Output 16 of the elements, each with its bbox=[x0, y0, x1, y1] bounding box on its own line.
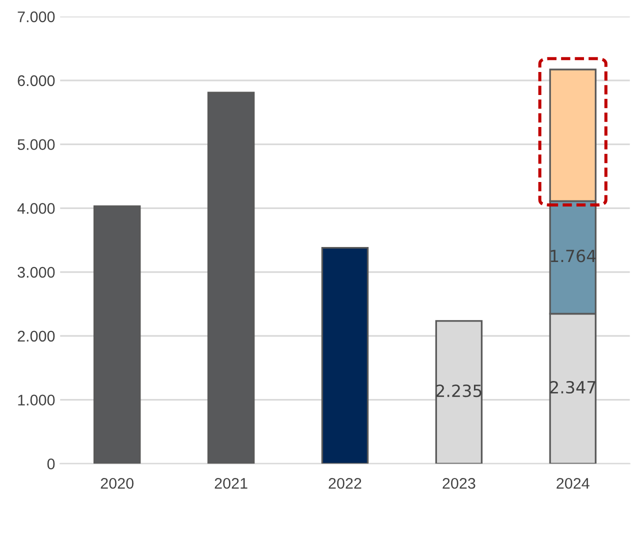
y-tick-label: 7.000 bbox=[18, 11, 55, 22]
x-tick-label: 2020 bbox=[100, 478, 134, 489]
y-tick-label: 0 bbox=[47, 458, 55, 470]
y-tick-label: 6.000 bbox=[18, 75, 55, 86]
x-tick-label: 2022 bbox=[328, 478, 362, 489]
y-tick-label: 4.000 bbox=[17, 203, 55, 214]
x-tick-label: 2024 bbox=[556, 478, 590, 489]
x-tick-label: 2021 bbox=[214, 478, 248, 489]
bar bbox=[207, 92, 255, 464]
bar bbox=[93, 205, 141, 464]
bar bbox=[321, 246, 369, 464]
y-tick-label: 2.000 bbox=[18, 330, 55, 342]
y-tick-label: 1.000 bbox=[18, 394, 55, 406]
x-tick-label: 2023 bbox=[442, 478, 476, 489]
y-tick-label: 5.000 bbox=[18, 139, 55, 150]
y-tick-label: 3.000 bbox=[18, 266, 55, 278]
